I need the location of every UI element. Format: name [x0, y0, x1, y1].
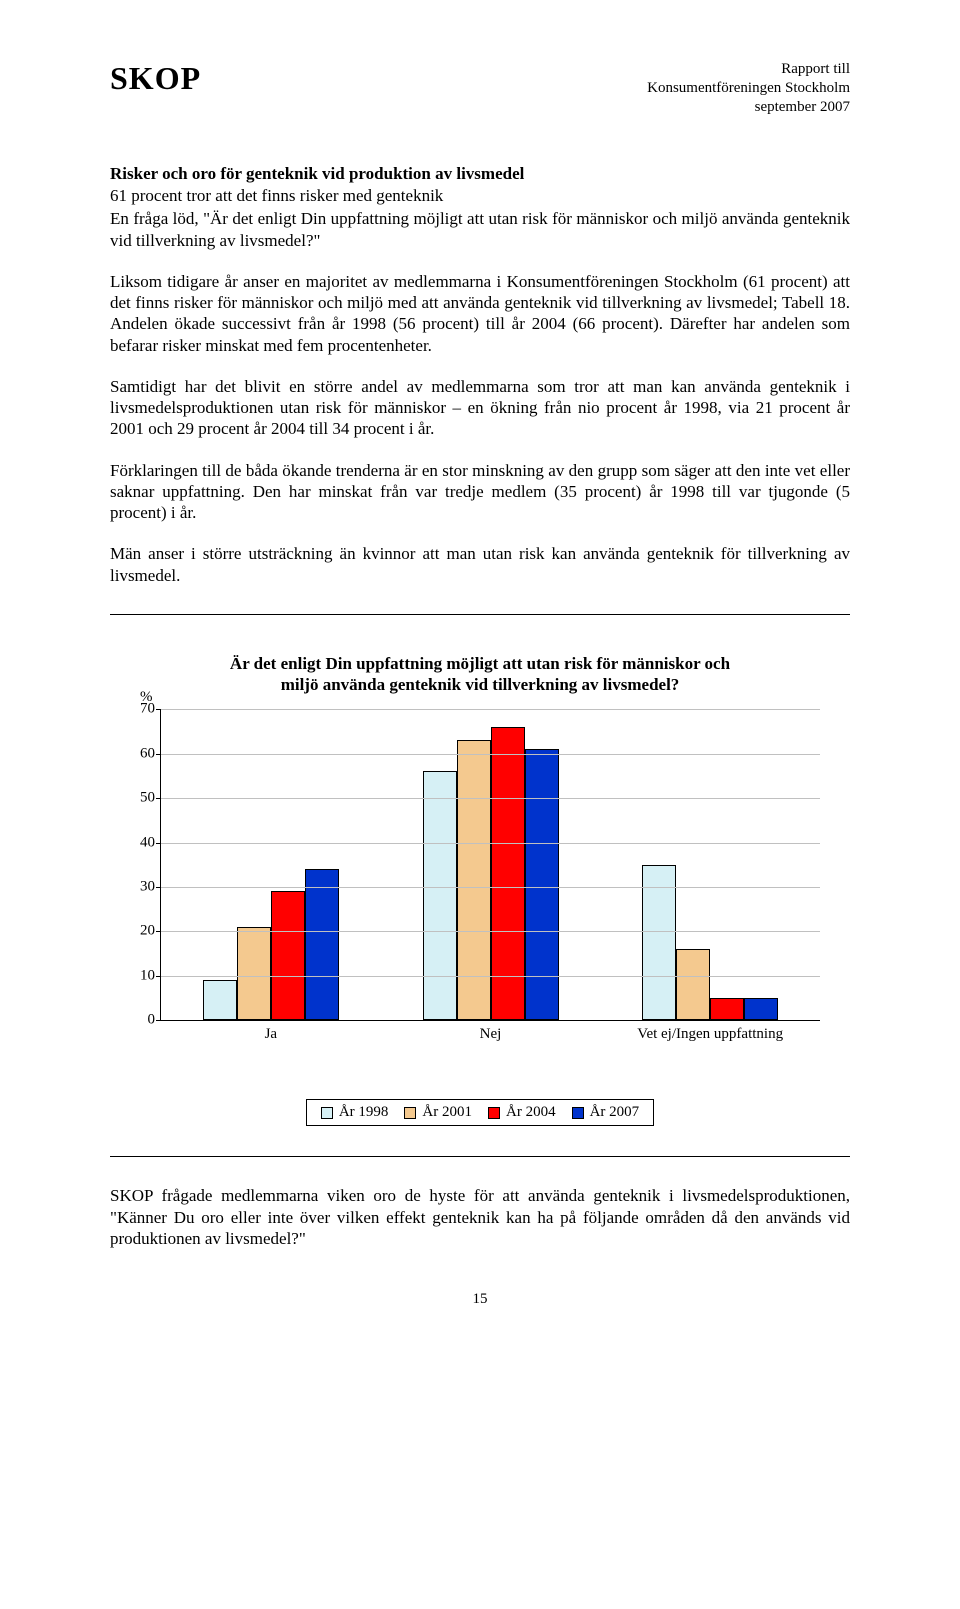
gridline: [161, 843, 820, 844]
legend-label: År 2007: [590, 1104, 640, 1121]
legend-label: År 2001: [422, 1104, 472, 1121]
bar-group: Vet ej/Ingen uppfattning: [600, 709, 820, 1020]
paragraph-3: Förklaringen till de båda ökande trender…: [110, 460, 850, 524]
legend-item: År 2001: [404, 1104, 472, 1121]
paragraph-2: Samtidigt har det blivit en större andel…: [110, 376, 850, 440]
gridline: [161, 709, 820, 710]
divider-top: [110, 614, 850, 615]
chart-frame: % JaNejVet ej/Ingen uppfattning 01020304…: [110, 701, 830, 1081]
y-tick-mark: [156, 754, 161, 755]
legend-item: År 2004: [488, 1104, 556, 1121]
bar: [305, 869, 339, 1020]
bar: [525, 749, 559, 1020]
logo: SKOP: [110, 60, 201, 97]
y-tick-label: 40: [127, 834, 155, 851]
y-tick-mark: [156, 1020, 161, 1021]
bar: [203, 980, 237, 1020]
bar-group: Nej: [381, 709, 601, 1020]
bar: [744, 998, 778, 1020]
bar-group: Ja: [161, 709, 381, 1020]
y-tick-mark: [156, 931, 161, 932]
y-tick-mark: [156, 709, 161, 710]
bar: [676, 949, 710, 1020]
y-tick-mark: [156, 887, 161, 888]
paragraph-1: Liksom tidigare år anser en majoritet av…: [110, 271, 850, 356]
gridline: [161, 754, 820, 755]
report-date: september 2007: [647, 98, 850, 117]
legend-item: År 1998: [321, 1104, 389, 1121]
bar: [237, 927, 271, 1020]
chart-title-line2: miljö använda genteknik vid tillverkning…: [281, 675, 680, 694]
section-subheading: 61 procent tror att det finns risker med…: [110, 186, 850, 206]
bar: [423, 771, 457, 1020]
gridline: [161, 887, 820, 888]
section-heading: Risker och oro för genteknik vid produkt…: [110, 164, 850, 184]
gridline: [161, 798, 820, 799]
y-tick-label: 50: [127, 790, 155, 807]
y-tick-label: 70: [127, 701, 155, 718]
legend-label: År 1998: [339, 1104, 389, 1121]
intro-paragraph: En fråga löd, "Är det enligt Din uppfatt…: [110, 208, 850, 251]
x-axis-label: Ja: [161, 1020, 381, 1043]
y-tick-mark: [156, 843, 161, 844]
legend-item: År 2007: [572, 1104, 640, 1121]
y-tick-label: 10: [127, 967, 155, 984]
chart-title-line1: Är det enligt Din uppfattning möjligt at…: [230, 654, 730, 673]
document-page: SKOP Rapport till Konsumentföreningen St…: [0, 0, 960, 1348]
x-axis-label: Vet ej/Ingen uppfattning: [600, 1020, 820, 1043]
bar: [710, 998, 744, 1020]
legend-swatch: [404, 1107, 416, 1119]
y-tick-mark: [156, 976, 161, 977]
report-to-label: Rapport till: [647, 60, 850, 79]
x-axis-label: Nej: [381, 1020, 601, 1043]
divider-bottom: [110, 1156, 850, 1157]
legend-swatch: [488, 1107, 500, 1119]
page-header: SKOP Rapport till Konsumentföreningen St…: [110, 60, 850, 116]
page-number: 15: [110, 1291, 850, 1308]
report-org: Konsumentföreningen Stockholm: [647, 79, 850, 98]
y-tick-label: 20: [127, 923, 155, 940]
legend-box: År 1998 År 2001 År 2004 År 2007: [306, 1099, 654, 1126]
legend-swatch: [321, 1107, 333, 1119]
y-tick-label: 60: [127, 745, 155, 762]
footer-paragraph: SKOP frågade medlemmarna viken oro de hy…: [110, 1185, 850, 1249]
y-tick-label: 0: [127, 1012, 155, 1029]
paragraph-4: Män anser i större utsträckning än kvinn…: [110, 543, 850, 586]
bar: [271, 891, 305, 1020]
report-meta: Rapport till Konsumentföreningen Stockho…: [647, 60, 850, 116]
bar-groups: JaNejVet ej/Ingen uppfattning: [161, 709, 820, 1020]
plot-area: JaNejVet ej/Ingen uppfattning 0102030405…: [160, 709, 820, 1021]
bar: [642, 865, 676, 1021]
y-tick-label: 30: [127, 878, 155, 895]
chart-title: Är det enligt Din uppfattning möjligt at…: [170, 653, 790, 696]
gridline: [161, 931, 820, 932]
y-tick-mark: [156, 798, 161, 799]
bar-chart: Är det enligt Din uppfattning möjligt at…: [110, 653, 850, 1127]
legend-swatch: [572, 1107, 584, 1119]
gridline: [161, 976, 820, 977]
bar: [457, 740, 491, 1020]
chart-legend: År 1998 År 2001 År 2004 År 2007: [110, 1099, 850, 1126]
legend-label: År 2004: [506, 1104, 556, 1121]
